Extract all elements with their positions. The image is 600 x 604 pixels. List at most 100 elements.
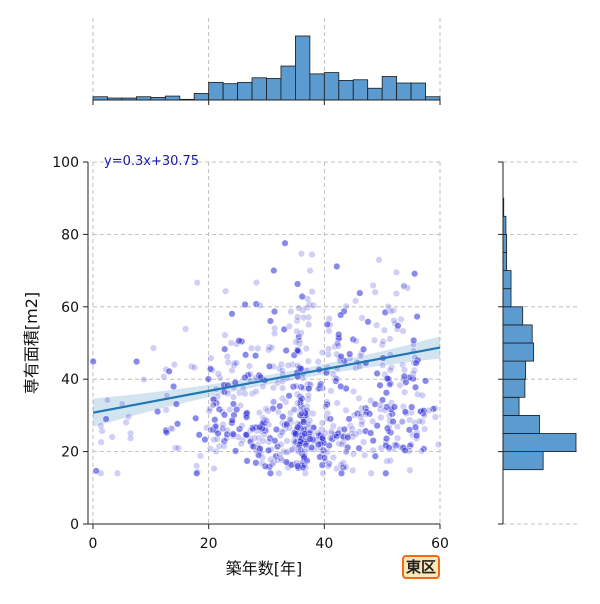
- scatter-point: [400, 372, 408, 380]
- scatter-point: [358, 404, 366, 412]
- scatter-point: [210, 465, 218, 473]
- scatter-point: [283, 420, 291, 428]
- scatter-point: [252, 300, 260, 308]
- right-histogram-bar: [502, 233, 508, 253]
- scatter-point: [325, 327, 333, 335]
- scatter-point: [215, 405, 223, 413]
- right-histogram: [502, 197, 577, 471]
- y-tick-label: 0: [70, 517, 79, 533]
- scatter-point: [400, 282, 408, 290]
- scatter-point: [318, 425, 326, 433]
- scatter-point: [319, 434, 327, 442]
- scatter-point: [281, 239, 289, 247]
- scatter-point: [193, 462, 201, 470]
- scatter-point: [399, 327, 407, 335]
- scatter-point: [389, 418, 397, 426]
- scatter-point: [422, 377, 430, 385]
- scatter-point: [373, 422, 381, 430]
- scatter-point: [375, 256, 383, 264]
- scatter-point: [256, 445, 264, 453]
- scatter-point: [193, 469, 201, 477]
- top-histogram: [92, 35, 441, 101]
- scatter-point: [387, 307, 395, 315]
- scatter-point: [245, 362, 253, 370]
- scatter-point: [285, 322, 293, 330]
- scatter-point: [383, 435, 391, 443]
- scatter-point: [338, 440, 346, 448]
- scatter-point: [404, 284, 412, 292]
- top-histogram-bar: [164, 95, 181, 101]
- scatter-point: [277, 455, 285, 463]
- scatter-point: [279, 413, 287, 421]
- scatter-point: [298, 409, 306, 417]
- scatter-point: [293, 327, 301, 335]
- scatter-point: [223, 353, 231, 361]
- scatter-point: [314, 441, 322, 449]
- scatter-point: [294, 280, 302, 288]
- scatter-point: [324, 351, 332, 359]
- top-histogram-bar: [410, 82, 426, 101]
- scatter-point: [345, 415, 353, 423]
- scatter-point: [352, 297, 360, 305]
- scatter-point: [338, 469, 346, 477]
- scatter-point: [390, 306, 398, 314]
- scatter-point: [283, 437, 291, 445]
- scatter-point: [344, 443, 352, 451]
- scatter-point: [241, 374, 249, 382]
- scatter-point: [306, 267, 314, 275]
- scatter-point: [418, 391, 426, 399]
- x-axis-label: 築年数[年]: [226, 559, 303, 578]
- scatter-point: [292, 338, 300, 346]
- scatter-point: [350, 411, 358, 419]
- scatter-point: [352, 364, 360, 372]
- scatter-point: [300, 418, 308, 426]
- scatter-point: [349, 466, 357, 474]
- scatter-points: [89, 239, 442, 477]
- scatter-point: [249, 425, 257, 433]
- right-histogram-bar: [502, 451, 544, 471]
- scatter-point: [266, 362, 274, 370]
- scatter-point: [133, 358, 141, 366]
- scatter-point: [323, 320, 331, 328]
- scatter-point: [401, 408, 409, 416]
- scatter-point: [154, 408, 162, 416]
- scatter-point: [265, 446, 273, 454]
- scatter-point: [247, 344, 255, 352]
- scatter-point: [314, 358, 322, 366]
- y-tick-label: 80: [61, 227, 79, 243]
- scatter-point: [425, 407, 433, 415]
- scatter-point: [325, 345, 333, 353]
- scatter-point: [220, 437, 228, 445]
- scatter-point: [190, 364, 198, 372]
- scatter-point: [97, 438, 105, 446]
- scatter-point: [243, 413, 251, 421]
- scatter-point: [163, 428, 171, 436]
- scatter-point: [297, 396, 305, 404]
- scatter-point: [401, 446, 409, 454]
- scatter-point: [386, 335, 394, 343]
- scatter-point: [302, 345, 310, 353]
- scatter-point: [391, 441, 399, 449]
- y-axis-label: 専有面積[m2]: [22, 292, 41, 394]
- scatter-point: [278, 377, 286, 385]
- scatter-point: [214, 429, 222, 437]
- scatter-point: [369, 437, 377, 445]
- scatter-point: [386, 412, 394, 420]
- top-histogram-bar: [280, 65, 296, 101]
- x-tick-label: 40: [315, 536, 333, 552]
- scatter-point: [410, 336, 418, 344]
- scatter-point: [204, 375, 212, 383]
- scatter-point: [182, 325, 190, 333]
- scatter-point: [337, 461, 345, 469]
- scatter-point: [355, 444, 363, 452]
- scatter-point: [335, 331, 343, 339]
- scatter-point: [219, 421, 227, 429]
- scatter-point: [429, 405, 437, 413]
- scatter-point: [371, 288, 379, 296]
- scatter-point: [160, 373, 168, 381]
- scatter-point: [308, 250, 316, 258]
- scatter-point: [290, 405, 298, 413]
- scatter-point: [259, 382, 267, 390]
